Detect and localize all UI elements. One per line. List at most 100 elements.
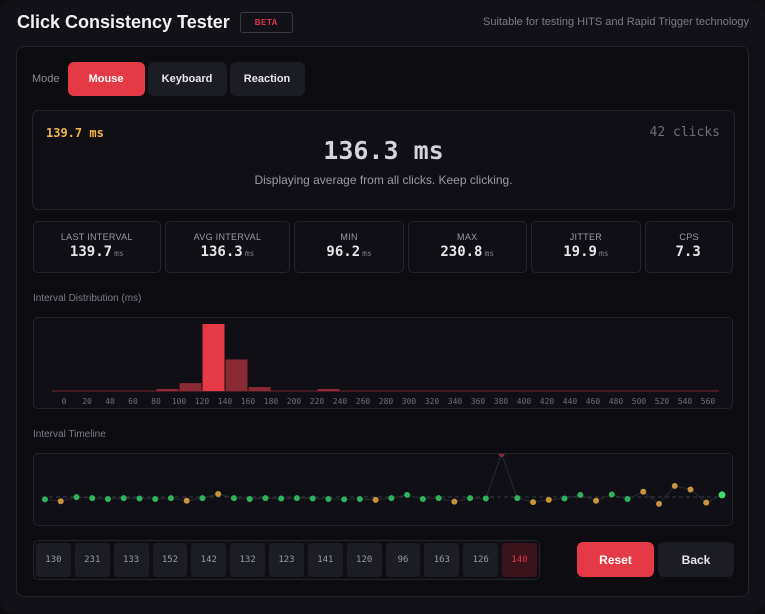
- distribution-tick-label: 220: [310, 397, 325, 406]
- timeline-line: [44, 454, 723, 505]
- timeline-point: [42, 496, 48, 503]
- timeline-point: [419, 495, 426, 502]
- stat-avg-interval: AVG INTERVAL 136.3 ms: [164, 221, 291, 273]
- distribution-bar: [248, 387, 271, 391]
- header: Click Consistency Tester BETA Suitable f…: [17, 10, 749, 34]
- distribution-tick-label: 460: [586, 397, 601, 406]
- timeline-point: [482, 495, 489, 502]
- distribution-bar: [202, 324, 225, 391]
- stat-value: 7.3: [675, 244, 701, 260]
- mode-keyboard-button[interactable]: Keyboard: [147, 62, 227, 96]
- distribution-tick-label: 340: [448, 397, 463, 406]
- stats-row: LAST INTERVAL 139.7 ms AVG INTERVAL 136.3…: [33, 221, 733, 273]
- distribution-tick-label: 280: [379, 397, 394, 406]
- history-chip: 163: [424, 543, 460, 577]
- stat-value: 139.7 ms: [69, 244, 124, 260]
- stat-label: AVG INTERVAL: [193, 232, 262, 242]
- stat-label: MAX: [457, 232, 478, 242]
- distribution-bar: [225, 359, 248, 391]
- distribution-tick-label: 100: [172, 397, 187, 406]
- timeline-point: [703, 499, 710, 506]
- distribution-tick-label: 200: [287, 397, 302, 406]
- stat-jitter: JITTER 19.9 ms: [530, 221, 642, 273]
- timeline-chart: [33, 453, 733, 526]
- history-chip: 120: [346, 543, 382, 577]
- distribution-tick-label: 320: [425, 397, 440, 406]
- timeline-point: [89, 495, 96, 502]
- click-area[interactable]: 139.7 ms 42 clicks 136.3 ms Displaying a…: [32, 110, 735, 210]
- stat-label: JITTER: [569, 232, 603, 242]
- timeline-point: [451, 498, 458, 505]
- timeline-point: [262, 495, 269, 502]
- timeline-point: [215, 491, 222, 498]
- mode-label: Mode: [32, 73, 60, 85]
- mode-mouse-button[interactable]: Mouse: [67, 62, 145, 96]
- distribution-tick-label: 300: [402, 397, 417, 406]
- timeline-point: [167, 495, 174, 502]
- app-subtitle: Suitable for testing HITS and Rapid Trig…: [483, 16, 749, 28]
- stat-value: 136.3 ms: [200, 244, 255, 260]
- timeline-point: [120, 495, 127, 502]
- distribution-tick-label: 260: [356, 397, 371, 406]
- timeline-label: Interval Timeline: [33, 429, 106, 440]
- distribution-tick-label: 180: [264, 397, 279, 406]
- distribution-tick-label: 480: [609, 397, 624, 406]
- stat-last-interval: LAST INTERVAL 139.7 ms: [33, 221, 161, 273]
- distribution-tick-label: 240: [333, 397, 348, 406]
- timeline-point: [278, 495, 285, 502]
- stat-label: MIN: [340, 232, 358, 242]
- timeline-point: [656, 500, 663, 507]
- timeline-point: [325, 495, 332, 502]
- timeline-point: [57, 498, 64, 505]
- history-chip: 123: [269, 543, 304, 577]
- timeline-point: [104, 495, 111, 502]
- click-count: 42 clicks: [649, 125, 720, 140]
- history-chip: 152: [152, 543, 188, 577]
- main-panel: Mode Mouse Keyboard Reaction 139.7 ms 42…: [16, 46, 749, 597]
- stat-max: MAX 230.8 ms: [407, 221, 527, 273]
- timeline-point: [136, 495, 143, 502]
- distribution-chart: 0 20 40 60 80 100 120 140 160 180 200 220 240 260 280 3…: [33, 317, 733, 409]
- distribution-tick-label: 40: [105, 397, 115, 406]
- timeline-point: [435, 495, 442, 502]
- stat-value: 96.2 ms: [326, 244, 372, 260]
- distribution-tick-label: 380: [494, 397, 509, 406]
- last-interval-readout: 139.7 ms: [46, 126, 104, 140]
- timeline-point: [372, 496, 379, 503]
- distribution-label: Interval Distribution (ms): [33, 293, 142, 304]
- timeline-point: [498, 454, 505, 457]
- timeline-point: [293, 495, 300, 502]
- distribution-bar: [179, 383, 202, 391]
- timeline-point: [404, 491, 411, 498]
- stat-label: CPS: [679, 232, 699, 242]
- timeline-point: [593, 497, 600, 504]
- beta-badge: BETA: [239, 11, 293, 33]
- mode-selector: Mode Mouse Keyboard Reaction: [32, 62, 305, 96]
- reset-button[interactable]: Reset: [577, 542, 654, 577]
- timeline-point: [183, 497, 190, 504]
- distribution-svg: 0 20 40 60 80 100 120 140 160 180 200 220 240 260 280 3…: [52, 324, 719, 406]
- timeline-point: [230, 495, 237, 502]
- distribution-tick-label: 360: [471, 397, 486, 406]
- timeline-point: [309, 495, 316, 502]
- distribution-tick-label: 500: [632, 397, 647, 406]
- distribution-tick-label: 120: [195, 397, 210, 406]
- stat-label: LAST INTERVAL: [60, 232, 133, 242]
- distribution-tick-label: 420: [540, 397, 555, 406]
- timeline-svg: [42, 454, 726, 507]
- history-chip: 96: [385, 543, 421, 577]
- distribution-tick-label: 440: [563, 397, 578, 406]
- back-button[interactable]: Back: [658, 542, 734, 577]
- distribution-tick-label: 80: [151, 397, 161, 406]
- stat-value: 19.9 ms: [563, 244, 609, 260]
- mode-reaction-button[interactable]: Reaction: [229, 62, 305, 96]
- distribution-tick-label: 400: [517, 397, 532, 406]
- history-chip: 132: [230, 543, 266, 577]
- timeline-point: [530, 499, 537, 506]
- timeline-point: [514, 495, 521, 502]
- history-chip: 142: [191, 543, 227, 577]
- timeline-point: [152, 495, 159, 502]
- timeline-point: [246, 495, 253, 502]
- distribution-bar: [156, 389, 179, 391]
